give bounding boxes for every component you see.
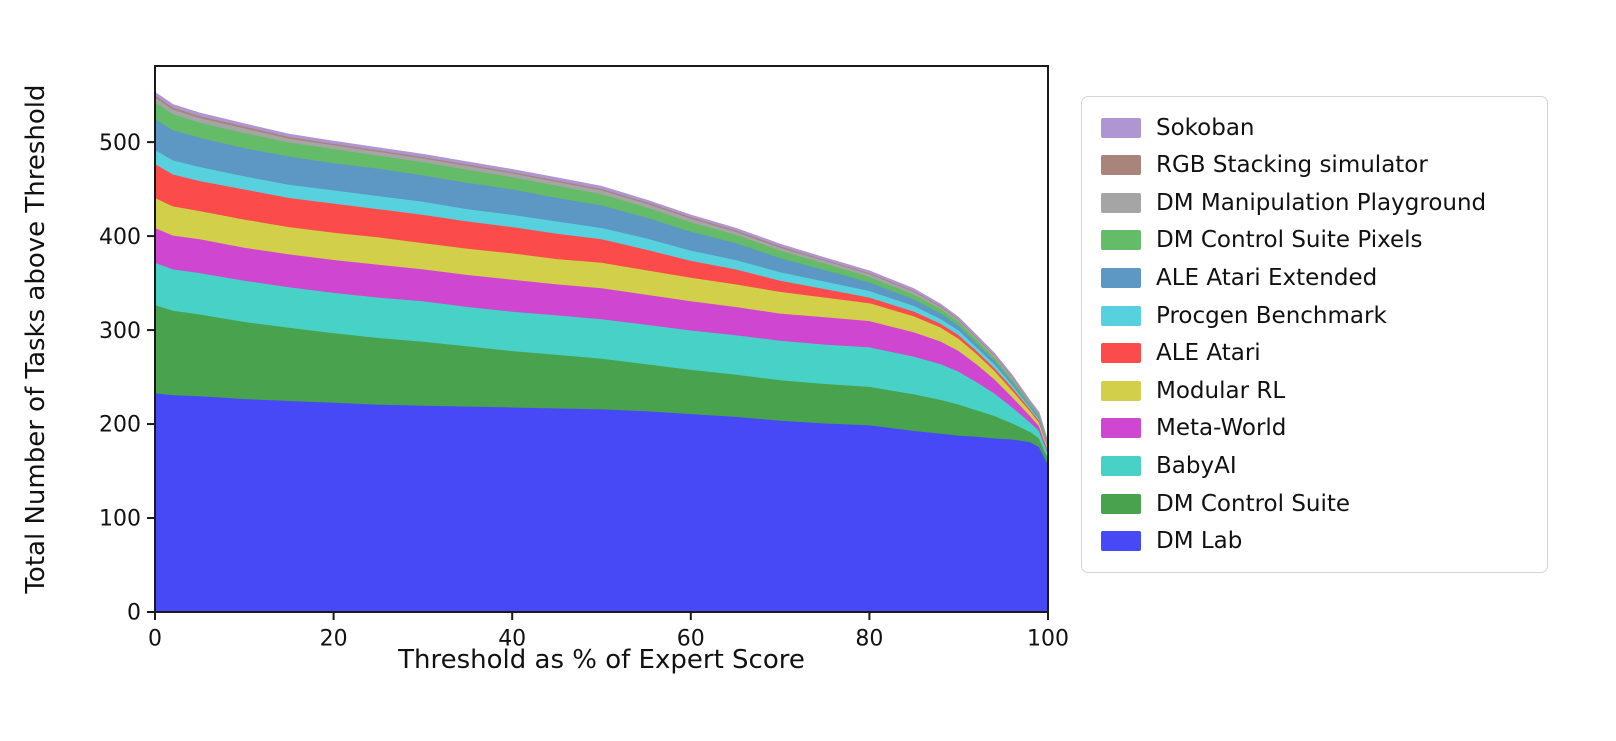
legend-item-meta-world: Meta-World	[1082, 415, 1547, 441]
x-tick-label-60: 60	[677, 627, 705, 652]
legend-label-meta-world: Meta-World	[1156, 415, 1287, 442]
legend-swatch-rgb-stacking-simulator	[1101, 155, 1141, 176]
legend-item-dm-control-suite-pixels: DM Control Suite Pixels	[1082, 227, 1547, 253]
legend-swatch-ale-atari	[1101, 343, 1141, 364]
y-tick-label-500: 500	[99, 131, 141, 156]
x-tick-label-40: 40	[498, 627, 526, 652]
legend-item-dm-lab: DM Lab	[1082, 528, 1547, 554]
legend-item-modular-rl: Modular RL	[1082, 378, 1547, 404]
legend: Sokoban RGB Stacking simulator DM Manipula…	[1081, 96, 1548, 573]
legend-label-dm-lab: DM Lab	[1156, 528, 1243, 555]
x-tick-label-20: 20	[320, 627, 348, 652]
legend-label-ale-atari: ALE Atari	[1156, 340, 1261, 367]
legend-swatch-modular-rl	[1101, 380, 1141, 401]
x-axis-label: Threshold as % of Expert Score	[397, 645, 805, 675]
legend-label-sokoban: Sokoban	[1156, 114, 1255, 141]
legend-label-procgen-benchmark: Procgen Benchmark	[1156, 302, 1387, 329]
legend-swatch-ale-atari-extended	[1101, 268, 1141, 289]
y-tick-label-400: 400	[99, 225, 141, 250]
legend-label-dm-manipulation-playground: DM Manipulation Playground	[1156, 189, 1487, 216]
legend-label-dm-control-suite-pixels: DM Control Suite Pixels	[1156, 227, 1423, 254]
y-axis-label: Total Number of Tasks above Threshold	[21, 84, 51, 594]
legend-item-dm-control-suite: DM Control Suite	[1082, 491, 1547, 517]
legend-item-rgb-stacking-simulator: RGB Stacking simulator	[1082, 152, 1547, 178]
y-tick-label-300: 300	[99, 319, 141, 344]
legend-label-babyai: BabyAI	[1156, 453, 1237, 480]
legend-swatch-dm-manipulation-playground	[1101, 192, 1141, 213]
legend-item-dm-manipulation-playground: DM Manipulation Playground	[1082, 190, 1547, 216]
y-tick-label-0: 0	[127, 601, 141, 626]
legend-swatch-babyai	[1101, 456, 1141, 477]
x-tick-label-0: 0	[148, 627, 162, 652]
legend-swatch-sokoban	[1101, 117, 1141, 138]
legend-swatch-dm-lab	[1101, 531, 1141, 552]
plot-border	[154, 65, 1049, 613]
legend-item-procgen-benchmark: Procgen Benchmark	[1082, 303, 1547, 329]
legend-label-rgb-stacking-simulator: RGB Stacking simulator	[1156, 152, 1428, 179]
legend-swatch-procgen-benchmark	[1101, 305, 1141, 326]
legend-item-ale-atari-extended: ALE Atari Extended	[1082, 265, 1547, 291]
y-tick-label-200: 200	[99, 413, 141, 438]
legend-label-modular-rl: Modular RL	[1156, 377, 1286, 404]
legend-label-dm-control-suite: DM Control Suite	[1156, 490, 1351, 517]
y-tick-label-100: 100	[99, 507, 141, 532]
legend-swatch-dm-control-suite	[1101, 493, 1141, 514]
legend-item-sokoban: Sokoban	[1082, 115, 1547, 141]
legend-swatch-dm-control-suite-pixels	[1101, 230, 1141, 251]
legend-item-ale-atari: ALE Atari	[1082, 340, 1547, 366]
legend-item-babyai: BabyAI	[1082, 453, 1547, 479]
legend-swatch-meta-world	[1101, 418, 1141, 439]
legend-label-ale-atari-extended: ALE Atari Extended	[1156, 265, 1378, 292]
x-tick-label-80: 80	[855, 627, 883, 652]
x-tick-label-100: 100	[1027, 627, 1069, 652]
